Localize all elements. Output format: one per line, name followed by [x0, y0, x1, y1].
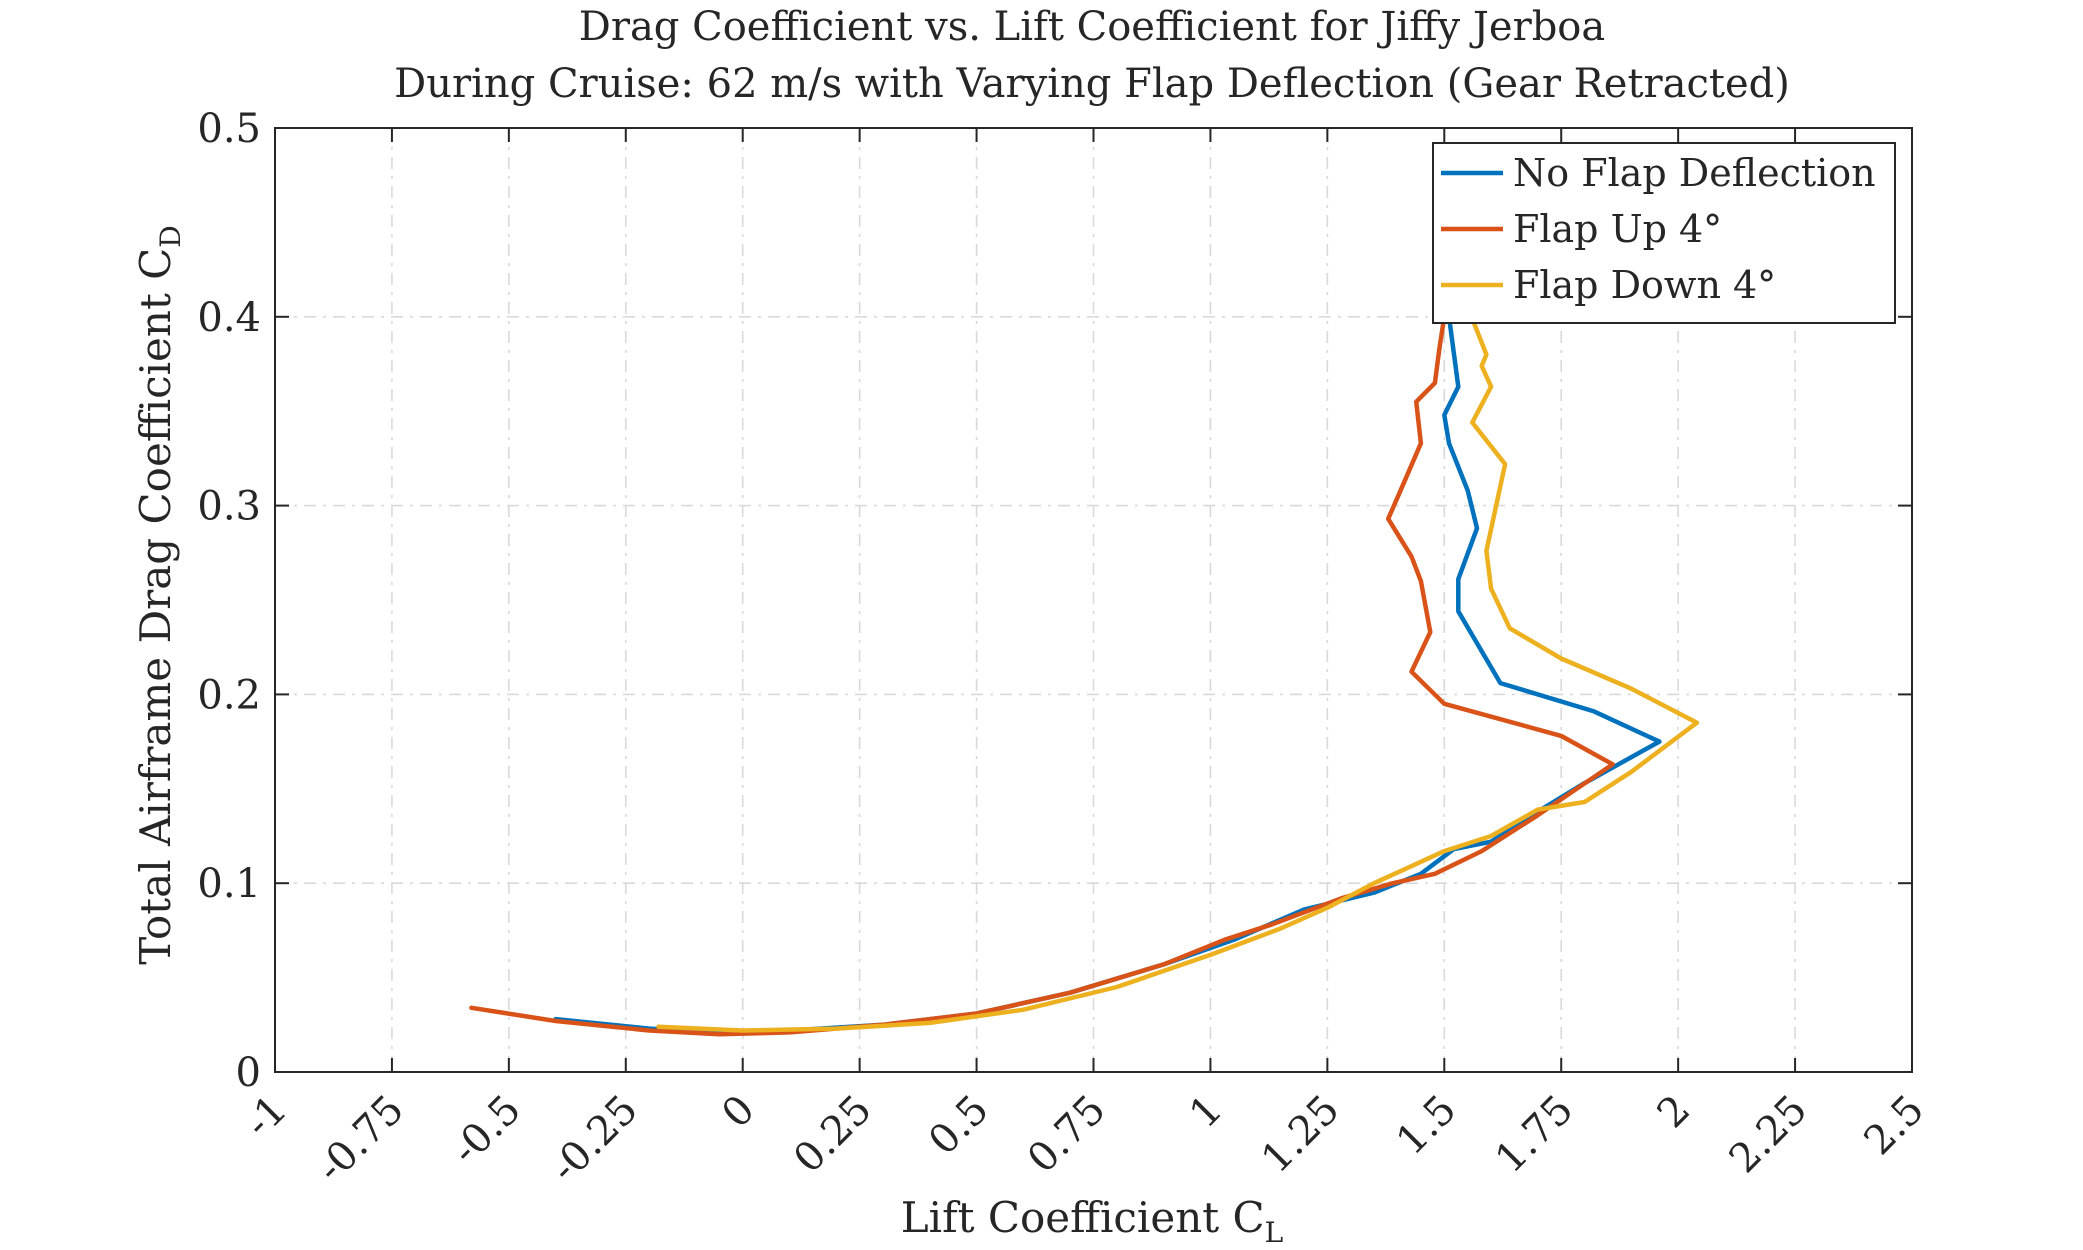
x-axis-label-main: Lift Coefficient C — [901, 1193, 1265, 1242]
series-line-1 — [553, 310, 1662, 1035]
y-tick-label: 0.3 — [197, 484, 261, 530]
x-tick-label: 0.75 — [1019, 1087, 1115, 1183]
y-tick-label: 0 — [236, 1050, 261, 1096]
x-tick-label: -0.5 — [443, 1087, 530, 1174]
legend-label-1: No Flap Deflection — [1513, 151, 1876, 195]
x-tick-label: 1 — [1181, 1087, 1232, 1138]
legend-label-2: Flap Up 4° — [1513, 207, 1722, 251]
y-tick-label: 0.4 — [197, 295, 261, 341]
y-axis-label-main: Total Airframe Drag Coefficient C — [131, 248, 180, 965]
y-axis-label-subscript: D — [154, 225, 187, 247]
y-tick-label: 0.1 — [197, 861, 261, 907]
y-axis-label: Total Airframe Drag Coefficient CD — [131, 225, 187, 965]
x-tick-label: 1.5 — [1388, 1087, 1466, 1165]
x-tick-label: 0.5 — [920, 1087, 998, 1165]
plot-series — [469, 310, 1700, 1037]
x-tick-label: -0.75 — [308, 1087, 413, 1192]
x-axis-tick-labels: -1 -0.75 -0.5 -0.25 0 0.25 0.5 0.75 1 1.25 1.5 1.75… — [236, 1087, 1933, 1192]
x-tick-label: 2.5 — [1856, 1087, 1934, 1165]
chart-title: Drag Coefficient vs. Lift Coefficient fo… — [579, 4, 1605, 50]
y-axis-tick-labels: 0 0.1 0.2 0.3 0.4 0.5 — [197, 106, 261, 1096]
x-tick-label: -0.25 — [542, 1087, 647, 1192]
x-tick-label: 0 — [713, 1087, 764, 1138]
x-tick-label: 2 — [1649, 1087, 1700, 1138]
x-axis-label: Lift Coefficient CL — [901, 1193, 1283, 1249]
x-tick-label: 0.25 — [785, 1087, 881, 1183]
legend: No Flap Deflection Flap Up 4° Flap Down 4° — [1432, 142, 1896, 324]
x-axis-label-subscript: L — [1265, 1216, 1284, 1249]
series-line-3 — [656, 316, 1700, 1033]
y-tick-label: 0.2 — [197, 672, 261, 718]
x-tick-label: 1.25 — [1253, 1087, 1349, 1183]
axis-ticks — [274, 127, 1913, 1073]
chart-subtitle: During Cruise: 62 m/s with Varying Flap … — [394, 61, 1790, 107]
legend-label-3: Flap Down 4° — [1513, 263, 1776, 307]
x-tick-label: 1.75 — [1487, 1087, 1583, 1183]
x-tick-label: 2.25 — [1721, 1087, 1817, 1183]
series-line-2 — [469, 314, 1615, 1037]
y-tick-label: 0.5 — [197, 106, 261, 152]
legend-box — [1432, 142, 1896, 324]
